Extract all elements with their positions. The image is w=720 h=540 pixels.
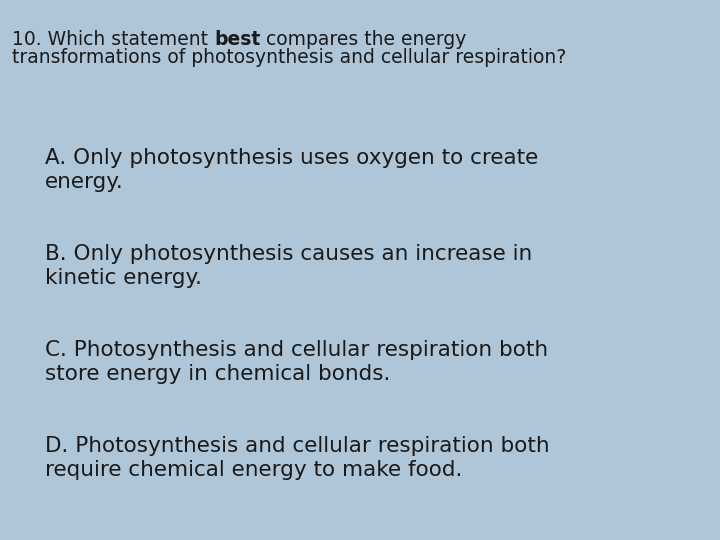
Text: compares the energy: compares the energy xyxy=(260,30,467,49)
Text: A. Only photosynthesis uses oxygen to create
energy.: A. Only photosynthesis uses oxygen to cr… xyxy=(45,148,539,192)
Text: best: best xyxy=(214,30,260,49)
Text: B. Only photosynthesis causes an increase in
kinetic energy.: B. Only photosynthesis causes an increas… xyxy=(45,244,532,288)
Text: C. Photosynthesis and cellular respiration both
store energy in chemical bonds.: C. Photosynthesis and cellular respirati… xyxy=(45,340,548,384)
Text: D. Photosynthesis and cellular respiration both
require chemical energy to make : D. Photosynthesis and cellular respirati… xyxy=(45,436,549,480)
Text: transformations of photosynthesis and cellular respiration?: transformations of photosynthesis and ce… xyxy=(12,48,566,67)
Text: 10. Which statement: 10. Which statement xyxy=(12,30,214,49)
